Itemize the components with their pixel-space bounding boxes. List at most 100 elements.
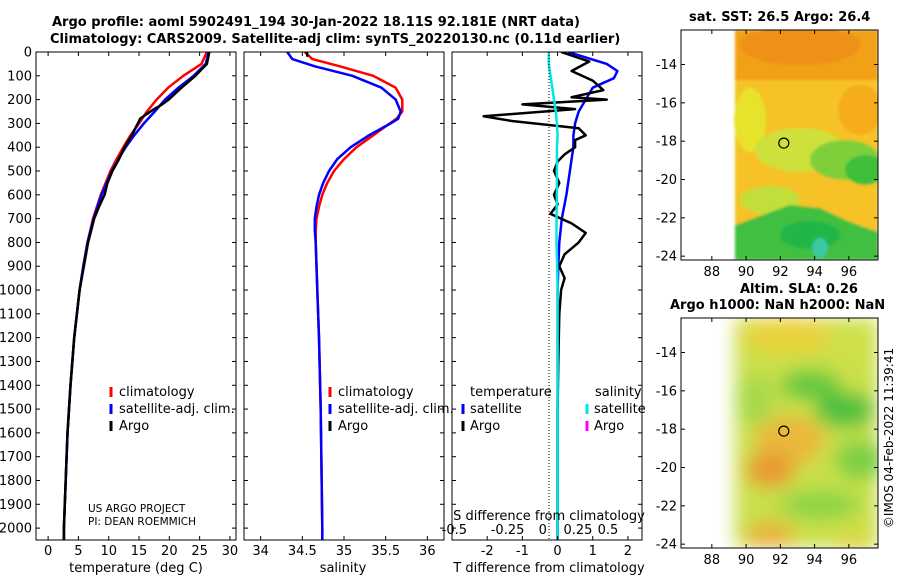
sst-region <box>780 221 840 249</box>
temperature-panel-frame <box>35 51 237 541</box>
map-y-tick-label: -24 <box>656 250 677 265</box>
map-y-tick-label: -24 <box>656 538 677 553</box>
s-difference-xlabel: S difference from climatology <box>453 509 645 524</box>
sla-region <box>745 452 795 488</box>
sla-region <box>830 528 878 548</box>
y-tick-label: 500 <box>7 165 32 180</box>
salinity-legend: climatology satellite-adj. clim. Argo <box>328 385 454 434</box>
x-tick-label: 20 <box>161 544 178 559</box>
map-y-tick-label: -18 <box>656 423 677 438</box>
y-tick-label: 1900 <box>0 498 32 513</box>
x-tick-label: 35.5 <box>371 544 400 559</box>
sla-region <box>835 440 878 480</box>
map-x-tick-label: 92 <box>772 265 789 280</box>
y-tick-label: 100 <box>7 69 32 84</box>
x-tick-label: 0 <box>553 544 561 559</box>
x-tick-label: -2 <box>481 544 494 559</box>
salinity-xlabel: salinity <box>320 561 367 576</box>
difference-panel-frame <box>451 51 643 541</box>
y-tick-label: 1700 <box>0 450 32 465</box>
sla-region <box>825 325 875 365</box>
sst-region <box>845 155 878 185</box>
map-x-tick-label: 94 <box>806 265 823 280</box>
series-line-satellite-adj-clim- <box>286 52 402 540</box>
x-tick-label: 0 <box>44 544 52 559</box>
sla-region <box>745 521 795 548</box>
t-difference-xlabel: T difference from climatology <box>452 561 645 576</box>
x-tick-label: 25 <box>191 544 208 559</box>
x-tick-label: 5 <box>74 544 82 559</box>
sst-region <box>812 238 828 258</box>
y-tick-label: 1800 <box>0 474 32 489</box>
argo-location-marker <box>778 425 790 437</box>
legend-satellite: satellite-adj. clim. <box>338 402 454 417</box>
y-tick-label: 1500 <box>0 403 32 418</box>
sla-region <box>737 375 773 425</box>
x-tick-label-salinity: -0.5 <box>442 523 467 538</box>
map-y-tick-label: -22 <box>656 499 677 514</box>
temperature-legend: climatology satellite-adj. clim. Argo <box>109 385 235 434</box>
legend-argo: Argo <box>338 419 368 434</box>
y-tick-label: 1400 <box>0 379 32 394</box>
x-tick-label: 35 <box>336 544 353 559</box>
y-tick-label: 300 <box>7 117 32 132</box>
x-tick-label: 2 <box>624 544 632 559</box>
map-y-tick-label: -16 <box>656 96 677 111</box>
legend-t-satellite: satellite <box>470 402 522 417</box>
sst-map-frame <box>680 29 879 261</box>
sla-region <box>780 370 840 400</box>
sla-region <box>740 318 840 353</box>
legend-salinity-title: salinity <box>595 385 642 400</box>
map-y-tick-label: -20 <box>656 461 677 476</box>
legend-s-argo: Argo <box>594 419 624 434</box>
y-tick-label: 900 <box>7 260 32 275</box>
x-tick-label: 34.5 <box>288 544 317 559</box>
y-tick-label: 600 <box>7 188 32 203</box>
sst-region <box>838 85 878 135</box>
series-line-t-satellite <box>556 52 619 540</box>
map-y-tick-label: -22 <box>656 211 677 226</box>
legend-argo: Argo <box>119 419 149 434</box>
legend-temperature-title: temperature <box>470 385 552 400</box>
sst-region <box>740 30 860 65</box>
y-tick-label: 700 <box>7 212 32 227</box>
map-x-tick-label: 96 <box>841 553 858 568</box>
y-tick-label: 1300 <box>0 355 32 370</box>
salinity-panel: 34 34.5 35 35.5 36 salinity climatology sate… <box>243 51 454 576</box>
map-y-tick-label: -14 <box>656 346 677 361</box>
map-x-tick-label: 90 <box>738 553 755 568</box>
legend-s-satellite: satellite <box>594 402 646 417</box>
x-tick-label: 10 <box>100 544 117 559</box>
legend-t-argo: Argo <box>470 419 500 434</box>
salinity-panel-frame <box>243 51 445 541</box>
map-x-tick-label: 88 <box>704 553 721 568</box>
argo-location-marker <box>778 137 790 149</box>
map-y-tick-label: -20 <box>656 173 677 188</box>
y-tick-label: 800 <box>7 236 32 251</box>
sla-map-title-line2: Argo h1000: NaN h2000: NaN <box>670 298 886 313</box>
map-y-tick-label: -16 <box>656 384 677 399</box>
sla-region <box>815 392 875 428</box>
x-tick-label-salinity: 0 <box>539 523 547 538</box>
y-tick-label: 1000 <box>0 284 32 299</box>
map-y-tick-label: -14 <box>656 58 677 73</box>
sst-map: 88 90 92 94 96 -14 -16 -18 -20 -22 -24 <box>656 29 879 280</box>
sla-map-title-line1: Altim. SLA: 0.26 <box>740 282 858 297</box>
sla-map-frame <box>680 317 879 549</box>
sla-map: 88 90 92 94 96 -14 -16 -18 -20 -22 -24 <box>656 317 879 568</box>
y-tick-label: 1600 <box>0 426 32 441</box>
x-tick-label: 1 <box>589 544 597 559</box>
imos-credit: ©IMOS 04-Feb-2022 11:39:41 <box>882 348 896 528</box>
x-tick-label: 15 <box>131 544 148 559</box>
y-tick-label: 1200 <box>0 331 32 346</box>
series-line-climatology <box>62 52 209 540</box>
difference-legend: temperature salinity satellite Argo sate… <box>461 385 646 434</box>
sst-region <box>734 88 766 152</box>
legend-climatology: climatology <box>119 385 195 400</box>
legend-satellite: satellite-adj. clim. <box>119 402 235 417</box>
series-line-s-satellite <box>547 52 559 540</box>
difference-panel: -2 -1 0 1 2 T difference from climatology S … <box>442 51 646 576</box>
x-tick-label-salinity: -0.25 <box>491 523 525 538</box>
temperature-xlabel: temperature (deg C) <box>69 561 203 576</box>
project-line2: PI: DEAN ROEMMICH <box>88 516 196 528</box>
